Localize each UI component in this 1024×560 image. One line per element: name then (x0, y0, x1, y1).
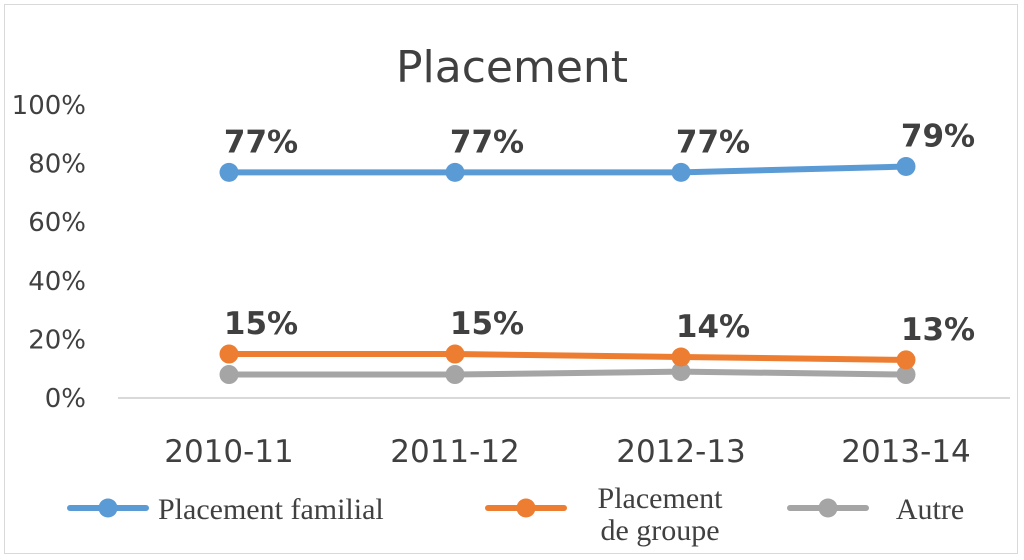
x-tick-label: 2010-11 (164, 434, 294, 470)
series-line (226, 368, 909, 378)
y-tick-label: 80% (28, 150, 86, 180)
data-label: 14% (676, 309, 750, 345)
legend-swatch-marker (818, 498, 838, 518)
data-point (445, 365, 465, 385)
y-tick-label: 60% (28, 208, 86, 238)
y-axis: 0% 20% 40% 60% 80% 100% (12, 91, 86, 414)
chart-frame (4, 4, 1018, 554)
y-tick-label: 20% (28, 325, 86, 355)
data-label: 79% (901, 119, 975, 155)
data-label: 15% (224, 306, 298, 342)
data-point (219, 162, 239, 182)
data-point (219, 365, 239, 385)
legend-swatch-marker (516, 498, 536, 518)
data-point (671, 347, 691, 367)
x-tick-label: 2013-14 (841, 434, 971, 470)
y-tick-label: 0% (45, 384, 86, 414)
legend-swatch-marker (98, 498, 118, 518)
x-axis: 2010-11 2011-12 2012-13 2013-14 (164, 434, 971, 470)
data-point (896, 157, 916, 177)
series-line (226, 163, 909, 176)
data-point (445, 344, 465, 364)
data-point (896, 350, 916, 370)
series-group: 77% 77% 77% 79% 15% 15% 14% 13% (219, 119, 975, 385)
data-label: 77% (676, 124, 750, 160)
data-point (445, 162, 465, 182)
legend-label: Autre (896, 493, 964, 526)
series-line (226, 351, 909, 363)
data-label: 77% (450, 124, 524, 160)
x-tick-label: 2012-13 (616, 434, 746, 470)
data-point (671, 162, 691, 182)
data-label: 13% (901, 312, 975, 348)
y-tick-label: 40% (28, 267, 86, 297)
data-point (219, 344, 239, 364)
legend-label: de groupe (600, 514, 719, 547)
data-point (896, 365, 916, 385)
chart-title: Placement (396, 42, 628, 93)
legend-label: Placement (598, 482, 724, 515)
data-label: 77% (224, 124, 298, 160)
legend-label: Placement familial (158, 493, 384, 526)
data-point (671, 362, 691, 382)
x-tick-label: 2011-12 (390, 434, 520, 470)
y-tick-label: 100% (12, 91, 86, 121)
data-label: 15% (450, 306, 524, 342)
